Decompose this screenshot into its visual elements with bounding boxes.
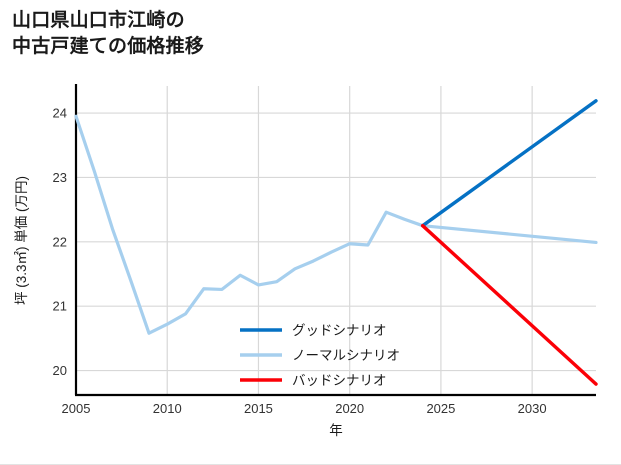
y-tick-23: 23 xyxy=(53,170,67,185)
x-tick-2025: 2025 xyxy=(426,401,455,416)
y-axis-title: 坪 (3.3㎡) 単価 (万円) xyxy=(14,176,29,305)
y-tick-21: 21 xyxy=(53,299,67,314)
legend-label-1: ノーマルシナリオ xyxy=(292,348,400,363)
y-tick-24: 24 xyxy=(53,106,67,121)
x-tick-2030: 2030 xyxy=(518,401,547,416)
series-line-normal xyxy=(74,114,598,335)
x-tick-2015: 2015 xyxy=(244,401,273,416)
x-axis-title: 年 xyxy=(329,423,343,438)
legend-label-0: グッドシナリオ xyxy=(292,323,387,338)
series-line-bad xyxy=(420,223,598,386)
axis-spines xyxy=(74,84,596,397)
chart-title: 山口県山口市江崎の 中古戸建ての価格推移 xyxy=(12,10,205,57)
x-axis-tick-labels: 2005 2010 2015 2020 2025 2030 xyxy=(62,401,547,416)
x-tick-2020: 2020 xyxy=(335,401,364,416)
y-axis-tick-labels: 20 21 22 23 24 xyxy=(53,106,67,379)
y-tick-22: 22 xyxy=(53,234,67,249)
data-series xyxy=(74,99,598,386)
y-tick-20: 20 xyxy=(53,363,67,378)
legend-label-2: バッドシナリオ xyxy=(292,373,387,388)
series-line-good xyxy=(420,99,598,228)
x-tick-2005: 2005 xyxy=(62,401,91,416)
x-tick-2010: 2010 xyxy=(153,401,182,416)
